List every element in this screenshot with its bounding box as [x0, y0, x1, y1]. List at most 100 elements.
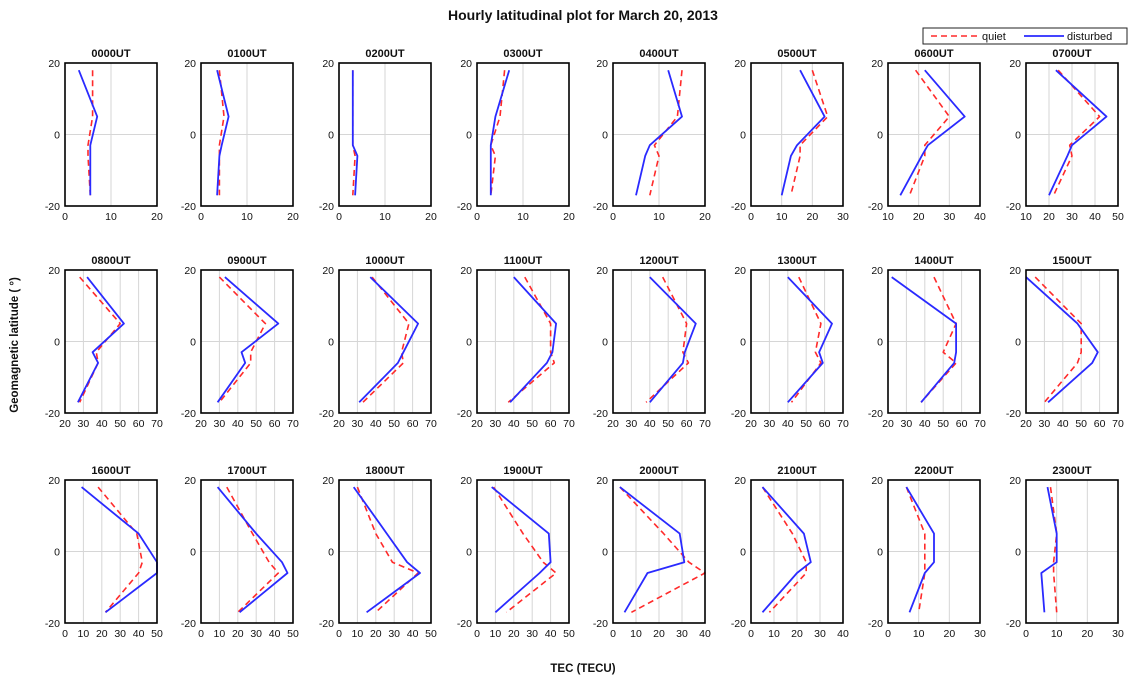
panel-frame: [612, 479, 706, 624]
y-tick-label: 0: [1015, 337, 1021, 349]
y-tick-label: 0: [1015, 547, 1021, 559]
disturbed-series-line: [216, 276, 280, 403]
panel-title: 1500UT: [1052, 255, 1091, 267]
x-tick-label: 0: [474, 211, 480, 223]
x-tick-label: 10: [653, 211, 665, 223]
quiet-series-line: [649, 70, 683, 196]
panel-frame: [750, 479, 844, 624]
quiet-series-line: [87, 70, 94, 196]
x-tick-label: 20: [1020, 418, 1032, 430]
y-tick-label: -20: [45, 618, 60, 630]
disturbed-series-line: [216, 486, 289, 613]
x-tick-label: 50: [800, 418, 812, 430]
disturbed-series-line: [81, 486, 158, 614]
y-tick-label: -20: [181, 618, 196, 630]
x-tick-label: 10: [630, 628, 642, 640]
y-tick-label: 20: [1009, 265, 1021, 277]
y-tick-label: -20: [319, 618, 334, 630]
panel-title: 0300UT: [503, 48, 542, 60]
disturbed-series-line: [216, 69, 230, 196]
x-tick-label: 10: [352, 628, 364, 640]
panel-frame: [200, 479, 294, 624]
panel-title: 0700UT: [1052, 48, 1091, 60]
x-tick-label: 30: [626, 418, 638, 430]
disturbed-series-line: [1040, 486, 1058, 613]
y-tick-label: -20: [45, 408, 60, 420]
x-tick-label: 20: [943, 628, 955, 640]
x-tick-label: 20: [745, 418, 757, 430]
quiet-series-line: [1049, 486, 1058, 613]
x-tick-label: 0: [748, 211, 754, 223]
x-tick-label: 10: [105, 211, 117, 223]
quiet-series-line: [920, 276, 957, 403]
x-tick-label: 30: [78, 418, 90, 430]
x-tick-label: 40: [269, 628, 281, 640]
y-tick-label: 20: [871, 475, 883, 487]
x-tick-label: 20: [791, 628, 803, 640]
y-tick-label: 0: [328, 547, 334, 559]
panel-frame: [1025, 269, 1119, 414]
x-tick-label: 50: [662, 418, 674, 430]
y-tick-label: 20: [322, 58, 334, 70]
disturbed-series-line: [635, 69, 683, 196]
x-tick-label: 30: [974, 628, 986, 640]
x-tick-label: 30: [214, 418, 226, 430]
panel-title: 2000UT: [639, 465, 678, 477]
quiet-series-line: [1052, 69, 1101, 196]
x-tick-label: 60: [407, 418, 419, 430]
legend-disturbed-label: disturbed: [1067, 31, 1112, 43]
x-tick-label: 50: [1075, 418, 1087, 430]
panel-frame: [200, 62, 294, 207]
x-tick-label: 40: [1057, 418, 1069, 430]
x-tick-label: 40: [919, 418, 931, 430]
y-tick-label: 20: [1009, 58, 1021, 70]
y-tick-label: -20: [1006, 201, 1021, 213]
legend: quiet disturbed: [922, 27, 1128, 45]
x-tick-label: 20: [508, 628, 520, 640]
panel-title: 1700UT: [227, 465, 266, 477]
x-tick-label: 40: [974, 211, 986, 223]
x-tick-label: 40: [545, 628, 557, 640]
x-tick-label: 0: [198, 628, 204, 640]
panel-frame: [200, 269, 294, 414]
x-tick-label: 40: [1089, 211, 1101, 223]
x-tick-label: 0: [62, 211, 68, 223]
panel-title: 2100UT: [777, 465, 816, 477]
disturbed-series-line: [491, 486, 552, 613]
x-tick-label: 20: [425, 211, 437, 223]
x-tick-label: 0: [610, 628, 616, 640]
panel-title: 1300UT: [777, 255, 816, 267]
disturbed-series-line: [780, 69, 826, 196]
x-tick-label: 30: [388, 628, 400, 640]
y-tick-label: -20: [181, 201, 196, 213]
x-tick-label: 10: [882, 211, 894, 223]
x-tick-label: 30: [943, 211, 955, 223]
panel-title: 1100UT: [504, 255, 543, 267]
panel-title: 0400UT: [639, 48, 678, 60]
x-tick-label: 10: [490, 628, 502, 640]
panel-title: 0900UT: [227, 255, 266, 267]
panel-frame: [338, 269, 432, 414]
disturbed-series-line: [891, 276, 957, 403]
disturbed-series-line: [77, 69, 99, 196]
x-tick-label: 10: [913, 628, 925, 640]
panel-0900UT: 0900UT 20 30 40 50 60 70 -20 0 20: [181, 255, 299, 430]
y-tick-label: -20: [457, 408, 472, 420]
x-tick-label: 20: [653, 628, 665, 640]
x-tick-label: 20: [913, 211, 925, 223]
x-tick-label: 20: [232, 628, 244, 640]
x-tick-label: 10: [1020, 211, 1032, 223]
panel-frame: [476, 479, 570, 624]
x-tick-label: 50: [937, 418, 949, 430]
y-tick-label: 20: [734, 265, 746, 277]
x-tick-label: 50: [425, 628, 437, 640]
panel-title: 1900UT: [503, 465, 542, 477]
quiet-series-line: [218, 276, 267, 403]
y-tick-label: 0: [602, 547, 608, 559]
x-tick-label: 40: [370, 418, 382, 430]
y-tick-label: 20: [460, 58, 472, 70]
panel-title: 0500UT: [777, 48, 816, 60]
